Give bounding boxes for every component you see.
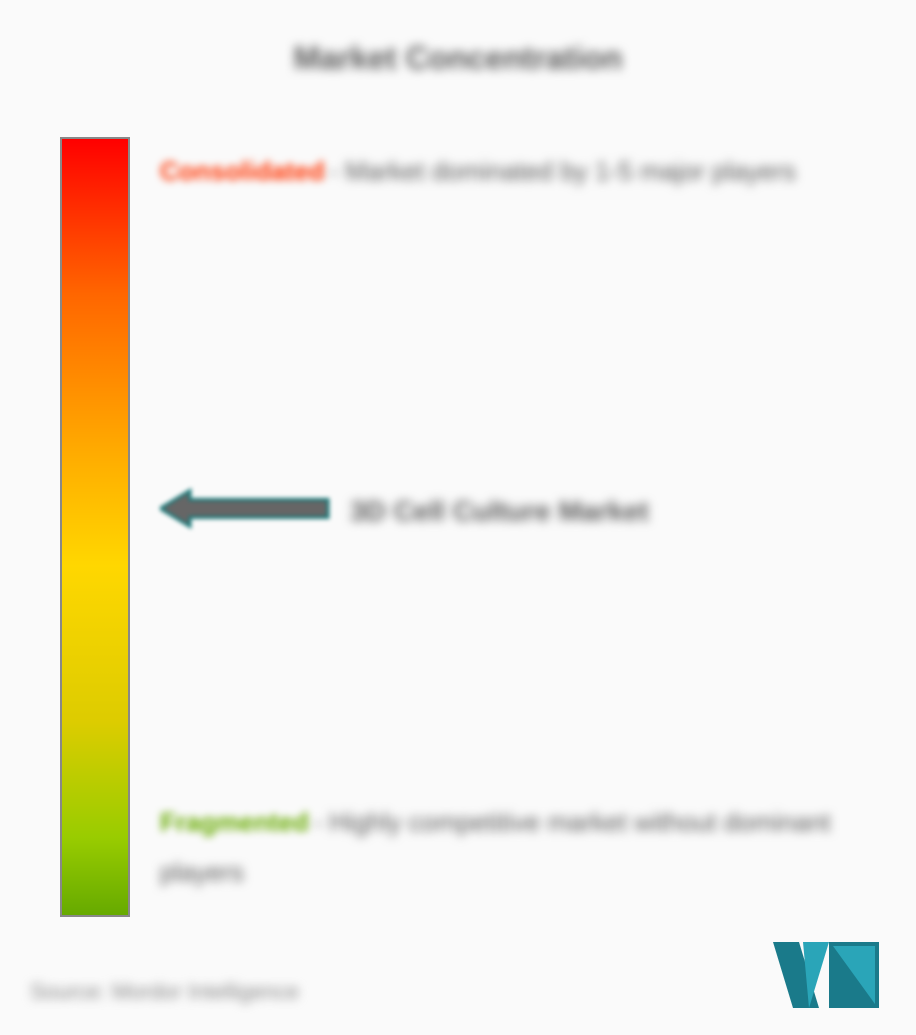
source-attribution: Source: Mordor Intelligence [30,979,299,1005]
infographic-container: Market Concentration Consolidated - Mark… [0,0,916,1035]
market-name: 3D Cell Culture Market [350,495,649,527]
arrow-left-icon [160,487,330,536]
consolidated-label: Consolidated - Market dominated by 1-5 m… [160,147,836,196]
market-indicator: 3D Cell Culture Market [160,487,649,536]
content-area: Consolidated - Market dominated by 1-5 m… [30,137,886,917]
fragmented-heading: Fragmented [160,807,309,837]
labels-area: Consolidated - Market dominated by 1-5 m… [130,137,856,917]
consolidated-heading: Consolidated [160,156,325,186]
chart-title: Market Concentration [30,40,886,77]
brand-logo [771,940,881,1010]
fragmented-label: Fragmented - Highly competitive market w… [160,798,836,897]
concentration-gradient-bar [60,137,130,917]
consolidated-description: - Market dominated by 1-5 major players [329,156,796,186]
